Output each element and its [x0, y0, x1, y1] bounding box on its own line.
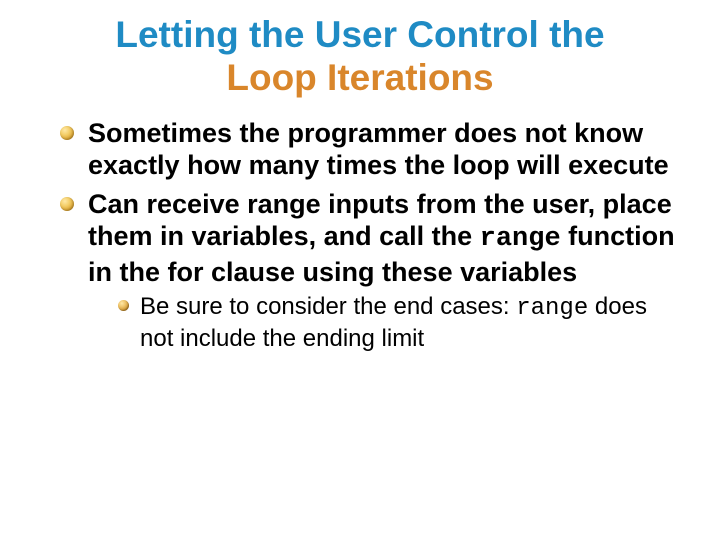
bullet-segment: Be sure to consider the end cases: — [140, 293, 516, 320]
slide: Letting the User Control the Loop Iterat… — [0, 0, 720, 540]
list-item: Sometimes the programmer does not know e… — [60, 117, 680, 182]
bullet-segment-code: range — [480, 224, 561, 254]
slide-title: Letting the User Control the Loop Iterat… — [40, 14, 680, 99]
bullet-text: Sometimes the programmer does not know e… — [88, 118, 669, 180]
title-line-1: Letting the User Control the — [115, 14, 604, 55]
list-item: Can receive range inputs from the user, … — [60, 188, 680, 354]
sub-bullet-list: Be sure to consider the end cases: range… — [88, 292, 680, 354]
list-item: Be sure to consider the end cases: range… — [118, 292, 680, 354]
title-line-2: Loop Iterations — [226, 57, 493, 98]
bullet-segment-code: range — [516, 295, 588, 322]
bullet-list: Sometimes the programmer does not know e… — [40, 117, 680, 354]
